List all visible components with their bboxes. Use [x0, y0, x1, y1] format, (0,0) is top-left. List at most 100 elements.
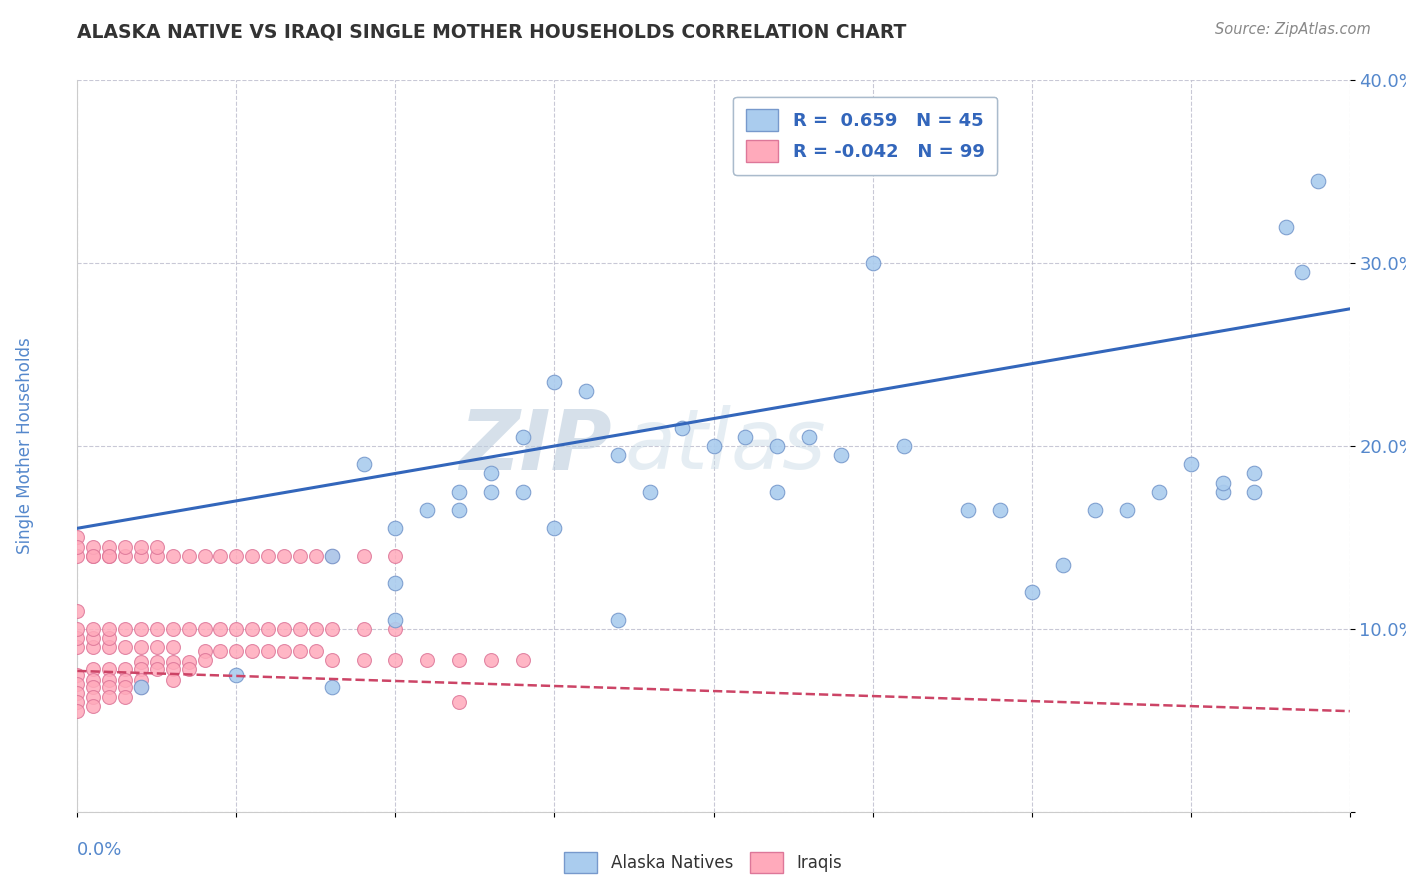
Point	[893, 439, 915, 453]
Point	[305, 644, 328, 658]
Point	[988, 503, 1011, 517]
Point	[384, 613, 406, 627]
Point	[225, 667, 247, 681]
Point	[114, 540, 136, 554]
Point	[82, 631, 104, 645]
Point	[1212, 475, 1234, 490]
Point	[353, 458, 375, 472]
Point	[353, 549, 375, 563]
Point	[766, 484, 789, 499]
Point	[177, 549, 200, 563]
Point	[66, 530, 89, 544]
Point	[98, 622, 121, 636]
Point	[162, 655, 184, 669]
Point	[114, 690, 136, 704]
Point	[114, 681, 136, 695]
Point	[209, 644, 232, 658]
Point	[273, 644, 295, 658]
Legend: Alaska Natives, Iraqis: Alaska Natives, Iraqis	[557, 846, 849, 880]
Point	[512, 484, 534, 499]
Point	[194, 644, 217, 658]
Point	[240, 549, 263, 563]
Text: Single Mother Households: Single Mother Households	[17, 338, 34, 554]
Point	[305, 549, 328, 563]
Point	[512, 430, 534, 444]
Point	[1180, 458, 1202, 472]
Point	[766, 439, 789, 453]
Point	[129, 673, 152, 687]
Point	[66, 704, 89, 718]
Point	[98, 662, 121, 676]
Point	[114, 549, 136, 563]
Point	[162, 549, 184, 563]
Point	[82, 549, 104, 563]
Point	[734, 430, 756, 444]
Point	[257, 622, 280, 636]
Point	[82, 640, 104, 655]
Point	[66, 676, 89, 690]
Point	[114, 673, 136, 687]
Point	[146, 662, 169, 676]
Point	[703, 439, 725, 453]
Point	[98, 640, 121, 655]
Point	[638, 484, 661, 499]
Point	[449, 653, 471, 667]
Point	[129, 549, 152, 563]
Point	[66, 622, 89, 636]
Point	[575, 384, 598, 399]
Point	[129, 622, 152, 636]
Point	[449, 695, 471, 709]
Point	[129, 662, 152, 676]
Point	[1306, 174, 1329, 188]
Point	[146, 622, 169, 636]
Point	[162, 673, 184, 687]
Point	[98, 549, 121, 563]
Point	[273, 622, 295, 636]
Point	[82, 549, 104, 563]
Point	[257, 549, 280, 563]
Point	[288, 644, 311, 658]
Text: ZIP: ZIP	[460, 406, 612, 486]
Point	[98, 540, 121, 554]
Text: Source: ZipAtlas.com: Source: ZipAtlas.com	[1215, 22, 1371, 37]
Point	[479, 653, 502, 667]
Point	[288, 549, 311, 563]
Point	[82, 690, 104, 704]
Point	[862, 256, 884, 270]
Point	[82, 673, 104, 687]
Point	[479, 484, 502, 499]
Point	[1275, 219, 1298, 234]
Point	[146, 640, 169, 655]
Point	[449, 484, 471, 499]
Point	[194, 622, 217, 636]
Point	[66, 640, 89, 655]
Point	[66, 603, 89, 617]
Point	[384, 622, 406, 636]
Point	[82, 540, 104, 554]
Point	[98, 690, 121, 704]
Point	[209, 622, 232, 636]
Point	[82, 622, 104, 636]
Point	[129, 540, 152, 554]
Text: atlas: atlas	[624, 406, 827, 486]
Point	[543, 521, 565, 535]
Point	[82, 662, 104, 676]
Point	[321, 622, 343, 636]
Point	[384, 653, 406, 667]
Point	[957, 503, 980, 517]
Point	[129, 640, 152, 655]
Point	[512, 653, 534, 667]
Point	[288, 622, 311, 636]
Point	[240, 622, 263, 636]
Point	[66, 549, 89, 563]
Point	[194, 549, 217, 563]
Point	[162, 622, 184, 636]
Point	[321, 681, 343, 695]
Point	[98, 631, 121, 645]
Point	[384, 521, 406, 535]
Point	[416, 503, 439, 517]
Point	[1291, 265, 1313, 279]
Point	[129, 655, 152, 669]
Point	[146, 540, 169, 554]
Point	[114, 622, 136, 636]
